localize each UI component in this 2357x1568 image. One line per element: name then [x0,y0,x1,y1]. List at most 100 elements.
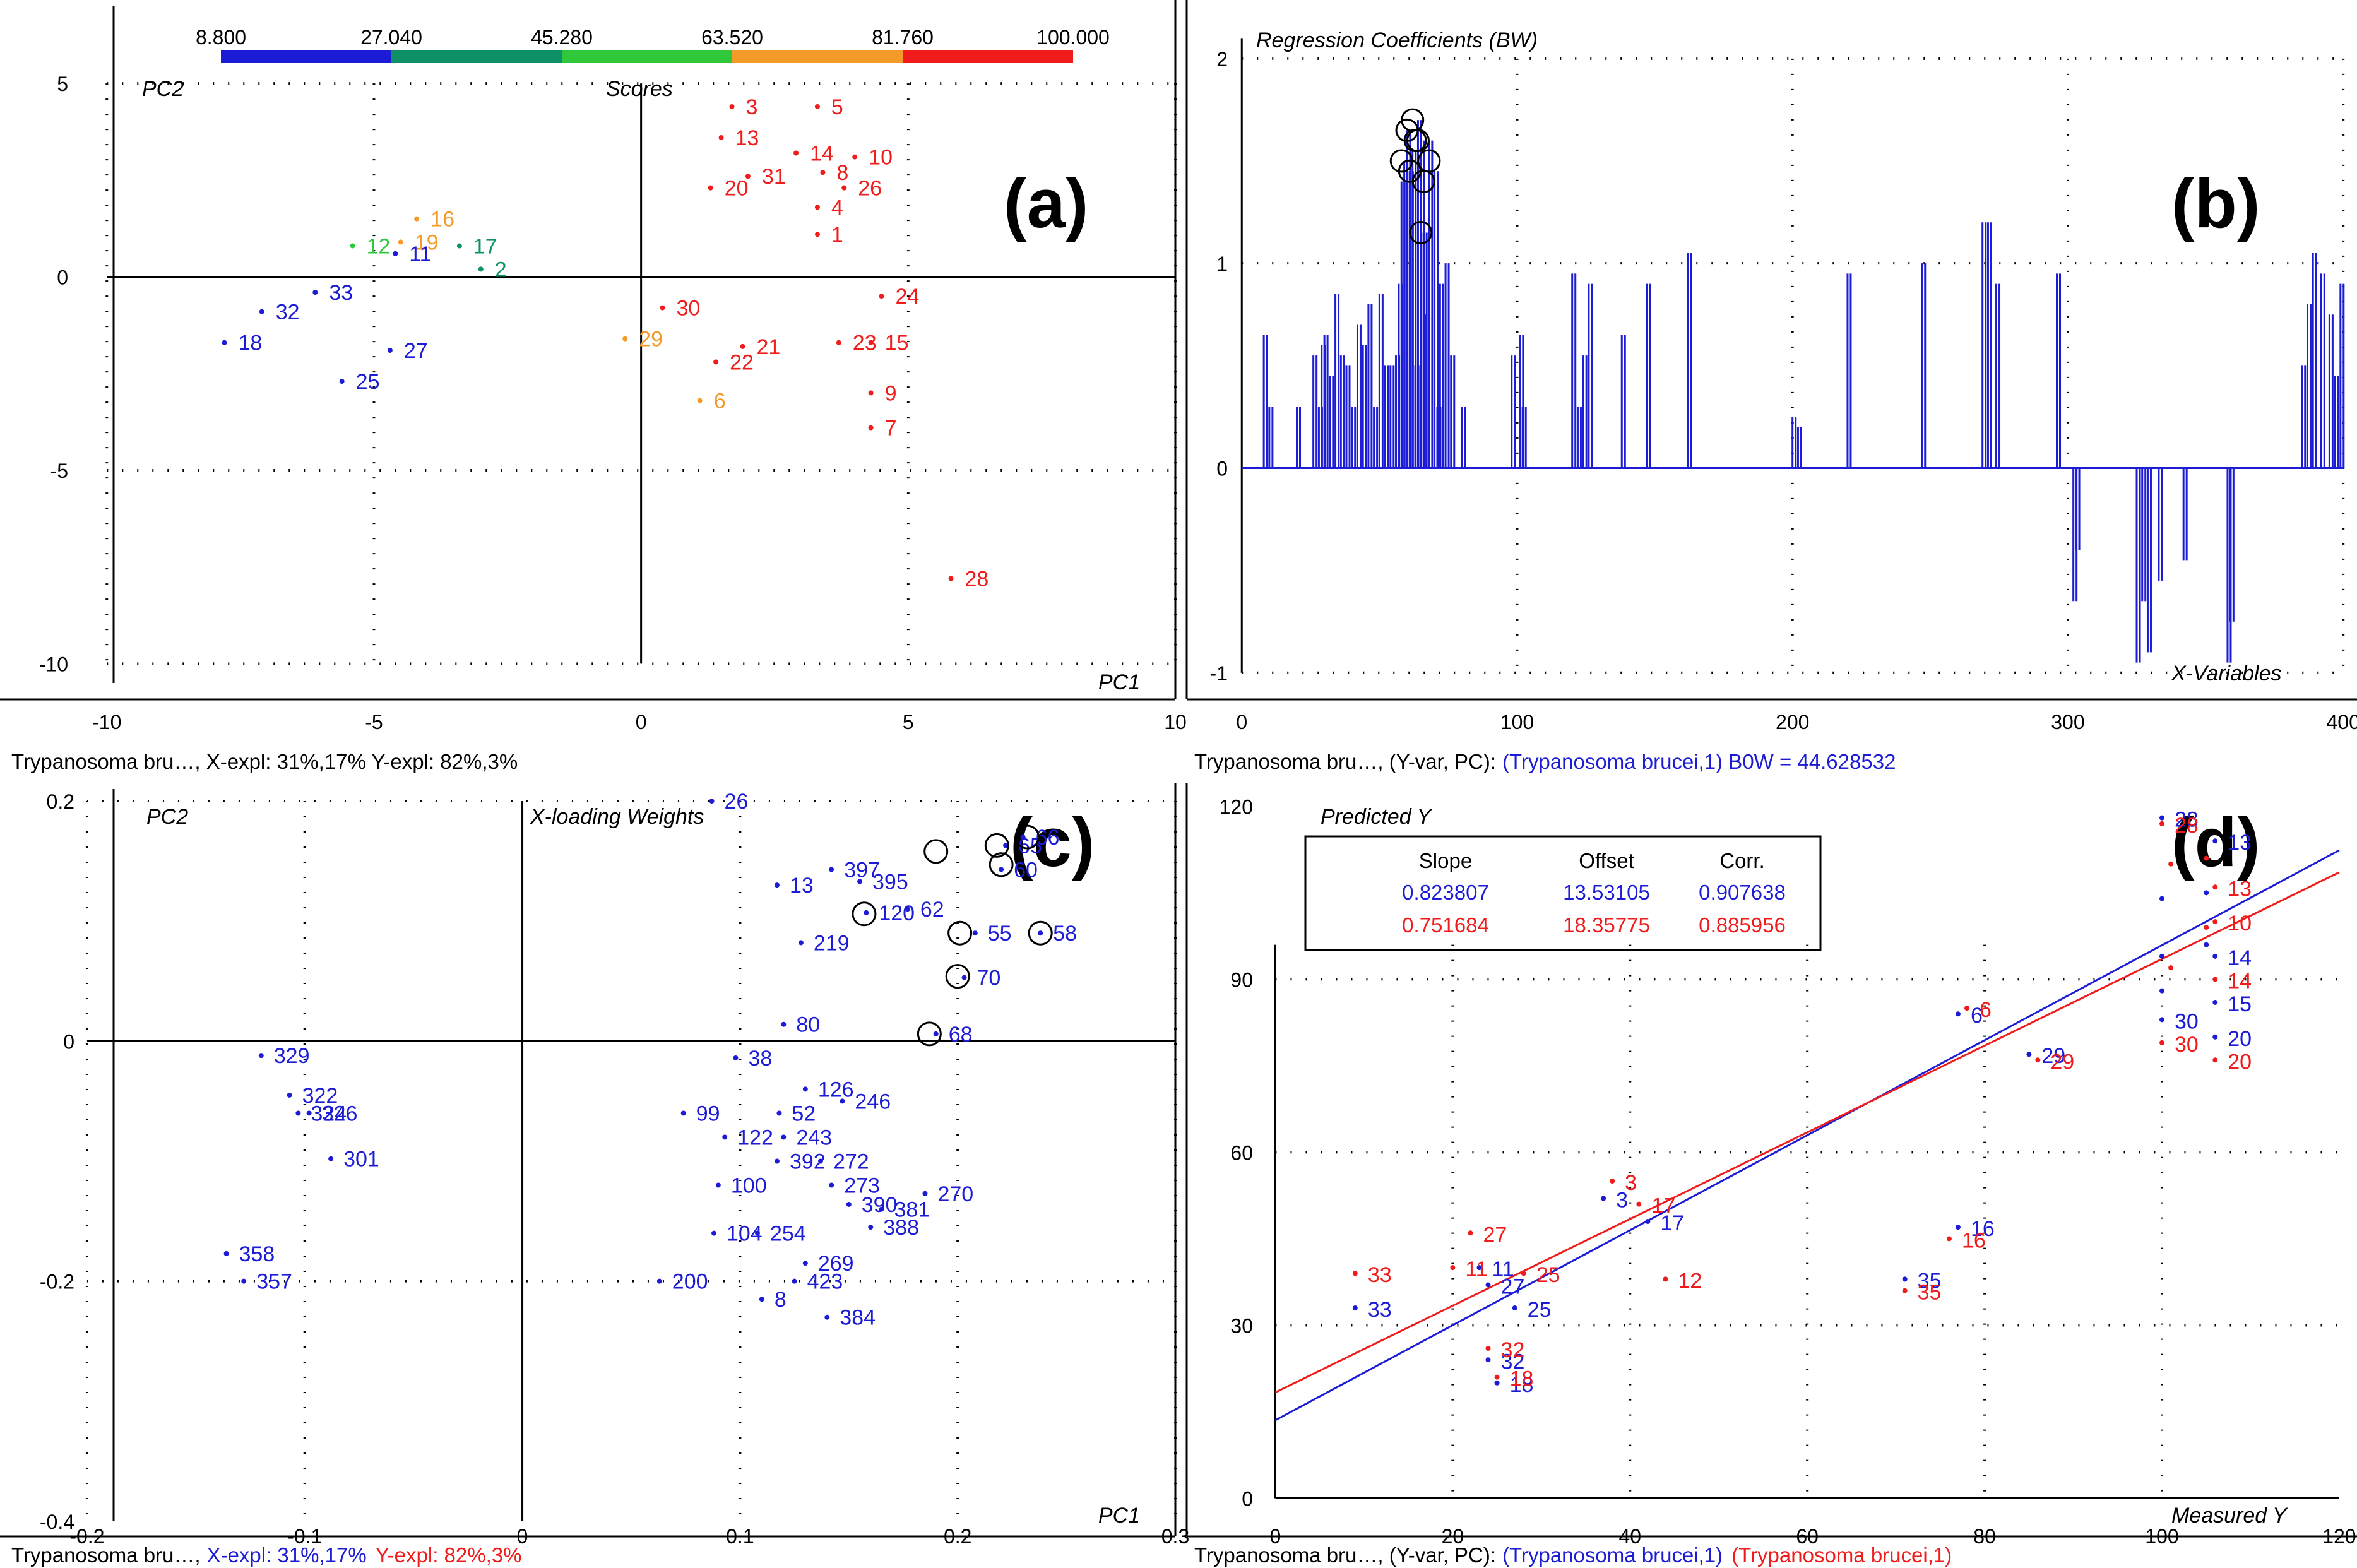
panel-a-score-label: 16 [430,208,454,232]
panel-b-y-tick: 0 [1216,457,1228,480]
panel-a-colorbar-segment [391,50,562,63]
panel-c-loading-label: 322 [302,1084,338,1108]
panel-c-footer-red: Y-expl: 82%,3% [376,1543,522,1567]
panel-a-score-point [814,104,820,109]
panel-d-validation-label: 25 [1536,1263,1560,1287]
panel-a-score-point [478,266,484,272]
panel-d-calibration-label: 15 [2228,992,2252,1016]
panel-b-title: Regression Coefficients (BW) [1256,28,1538,52]
panel-d-calibration-label: 32 [1501,1350,1525,1374]
panel-c-selected-marker [989,852,1014,877]
panel-c-label: (c) [1010,804,1095,881]
panel-d-calibration-label: 13 [2228,831,2252,855]
panel-a-score-label: 5 [831,95,843,119]
panel-d-validation-label: 20 [2228,1050,2252,1074]
panel-c-loading-label: 272 [833,1150,869,1174]
panel-a-score-point [259,309,264,314]
panel-d-calibration-point [2212,953,2218,959]
panel-c-loading-point [798,940,804,946]
panel-d-validation-point [2159,1040,2164,1045]
panel-d-calibration-point [1512,1305,1517,1311]
panel-c-loading-point [972,930,978,936]
panel-c-loading-point [846,1201,852,1207]
panel-d-validation-point [1485,1345,1491,1351]
panel-d-validation-label: 12 [1678,1269,1702,1293]
panel-d-x-tick: 80 [1973,1525,1996,1548]
panel-a-score-point [841,185,847,191]
panel-c-loading-label: 60 [1014,858,1038,882]
panel-d-footer: Trypanosoma bru…, (Y-var, PC): (Trypanoso… [1194,1543,1952,1567]
panel-d-footer-prefix: Trypanosoma bru…, (Y-var, PC): [1194,1543,1496,1567]
panel-d-calibration-label: 11 [1492,1257,1514,1281]
panel-d-y-tick: 90 [1230,968,1253,991]
panel-d-calibration-point [2212,1034,2218,1040]
panel-c-loading-label: 126 [818,1078,854,1102]
panel-c-loading-point [933,1031,939,1036]
panel-a-colorbar-segment [732,50,903,63]
panel-c-loading-point [1038,930,1043,936]
panel-d-validation-point [1352,1271,1358,1276]
panel-d-validation-label: 14 [2228,969,2252,993]
panel-c-loading-point [1020,834,1026,840]
panel-d-calibration-point [1476,1265,1482,1271]
stats-header-offset: Offset [1579,849,1634,872]
panel-c-loading-label: 269 [818,1252,854,1276]
panel-c-loading-label: 357 [256,1270,292,1294]
panel-c-loading-label: 99 [696,1102,720,1126]
panel-a-score-point [718,134,724,140]
panel-b-label: (b) [2171,165,2260,242]
panel-d-validation-point [1636,1201,1642,1207]
panel-a-x-tick: 10 [1164,711,1187,734]
stats-cal-corr: 0.907638 [1699,881,1786,904]
panel-d-validation-label: 17 [1651,1194,1675,1218]
panel-c-loading-point [817,1158,823,1164]
panel-a-score-label: 11 [409,242,431,266]
panel-a-score-label: 2 [495,258,507,282]
panel-a-score-label: 30 [676,297,700,321]
panel-d-calibration-label: 12 [1678,1269,1702,1293]
stats-cal-offset: 13.53105 [1563,881,1650,904]
panel-c-loading-label: 13 [790,874,814,898]
panel-b-y-tick: -1 [1210,662,1228,685]
panel-d-y-tick: 30 [1230,1314,1253,1337]
panel-a-score-point [948,576,954,581]
panel-d-validation-label: 33 [1368,1263,1392,1287]
panel-d-calibration-label: 3 [1616,1189,1628,1213]
panel-c-loading-point [774,1158,780,1164]
panel-a-colorbar-segment [221,50,391,63]
panel-a-y-tick: 5 [57,73,68,95]
panel-d-validation-label: 28 [2175,814,2199,838]
panel-a-colorbar-segment [903,50,1073,63]
panel-c-loading-label: 200 [672,1270,708,1294]
panel-c-loading-label: 390 [862,1193,898,1217]
panel-a-y-tick: 0 [57,266,68,289]
panel-a-x-tick: -5 [365,711,383,734]
panel-d-validation-point [1663,1276,1668,1282]
panel-d-calibration-point [1601,1196,1606,1201]
panel-d-calibration-label: 35 [1918,1269,1942,1293]
panel-d-calibration-label: 17 [1660,1211,1684,1235]
stats-header-corr: Corr. [1719,849,1765,872]
panel-d-calibration-point [2212,999,2218,1005]
panel-c-loading-point [709,799,715,804]
panel-d-validation-point [2168,965,2174,971]
panel-a-score-point [398,239,403,245]
panel-a-score-point [339,379,345,384]
panel-a-score-point [414,216,420,222]
panel-d-y-tick: 60 [1230,1141,1253,1164]
panel-a-score-point [697,398,703,403]
panel-c-footer-prefix: Trypanosoma bru…, [11,1543,201,1567]
panel-a-colorbar-label: 27.040 [360,26,422,49]
panel-d-x-tick: 40 [1618,1525,1641,1548]
panel-c-loading-label: 326 [322,1102,358,1126]
panel-a-xlabel: PC1 [1098,670,1140,694]
panel-d-validation-point [2212,977,2218,982]
panel-c-loading-point [829,867,834,872]
panel-c-x-tick: 0 [517,1525,528,1548]
panel-c-x-tick: -0.1 [287,1525,322,1548]
panel-c-y-tick: -0.4 [40,1511,74,1533]
panel-d-calibration-line [1274,849,2340,1422]
panel-c-loading-point [680,1110,686,1116]
panel-d-x-tick: 120 [2322,1525,2356,1548]
panel-a-score-point [387,348,393,353]
